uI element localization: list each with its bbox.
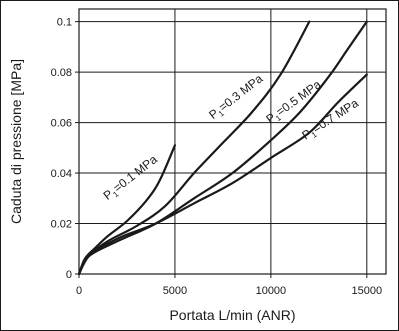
plot-area-border [78, 8, 387, 275]
series-line-4 [77, 73, 368, 276]
x-axis-title: Portata L/min (ANR) [169, 307, 295, 323]
x-tick-label: 0 [76, 285, 82, 297]
y-tick-label: 0.1 [57, 17, 72, 29]
series-line-1 [77, 144, 176, 276]
x-tick-label: 15000 [352, 285, 383, 297]
series-label-1: P1=0.1 MPa [101, 152, 162, 204]
y-tick-label: 0.06 [51, 118, 72, 130]
y-tick-label: 0.08 [51, 67, 72, 79]
axes: 0 5000 10000 15000 0 0.02 0.04 0.06 0.08 0.1 [51, 8, 387, 297]
y-tick-label: 0.04 [51, 168, 72, 180]
series [77, 20, 368, 276]
y-tick-label: 0 [66, 269, 72, 281]
series-label-2: P1=0.3 MPa [206, 71, 267, 123]
x-tick-label: 5000 [163, 285, 187, 297]
series-line-2 [77, 20, 311, 276]
x-tick-label: 10000 [256, 285, 287, 297]
y-tick-label: 0.02 [51, 219, 72, 231]
series-line-3 [77, 20, 368, 276]
y-axis-title: Caduta di pressione [MPa] [8, 59, 24, 224]
